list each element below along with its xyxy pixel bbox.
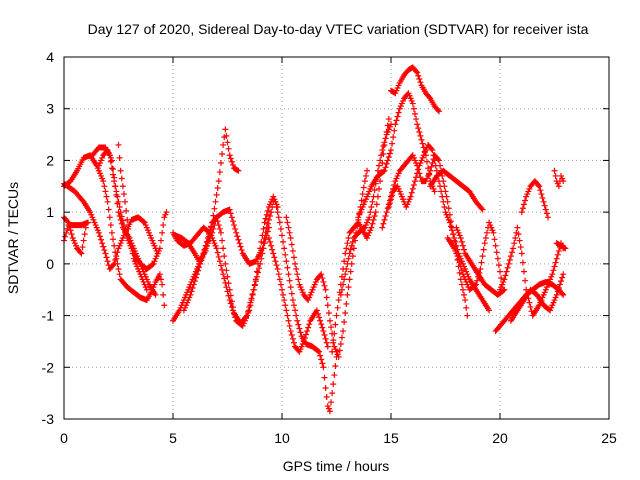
data-series-track xyxy=(115,141,150,293)
data-point-markers xyxy=(379,152,471,319)
data-point-markers xyxy=(180,214,272,327)
data-point-markers xyxy=(329,116,392,355)
data-point-markers xyxy=(553,240,569,252)
data-point-markers xyxy=(518,178,551,221)
data-series-track xyxy=(518,178,551,221)
data-series-track xyxy=(453,224,508,298)
plot-frame xyxy=(63,56,610,420)
data-series-track xyxy=(553,240,569,252)
data-series-track xyxy=(507,271,567,324)
data-series-track xyxy=(337,121,394,298)
data-series-track xyxy=(385,141,493,314)
y-tick-label: 0 xyxy=(46,256,54,272)
y-axis-label: SDTVAR / TECUs xyxy=(5,182,21,294)
data-series xyxy=(61,64,569,415)
data-series-track xyxy=(170,193,281,329)
data-point-markers xyxy=(355,90,438,221)
y-tick-label: -3 xyxy=(42,411,55,427)
y-tick-label: 2 xyxy=(46,152,54,168)
x-tick-label: 25 xyxy=(601,430,617,446)
data-point-markers xyxy=(453,224,508,298)
data-series-track xyxy=(427,167,486,213)
data-point-markers xyxy=(497,224,567,319)
x-tick-label: 15 xyxy=(383,430,399,446)
data-series-track xyxy=(388,64,442,115)
data-point-markers xyxy=(337,121,394,298)
data-series-track xyxy=(551,167,567,190)
x-tick-label: 10 xyxy=(274,430,290,446)
tick-labels: 0 5 10 15 20 25 -3 -2 -1 0 1 2 3 4 xyxy=(42,49,617,446)
y-tick-label: 3 xyxy=(46,101,54,117)
data-series-track xyxy=(379,152,471,319)
data-point-markers xyxy=(272,198,340,415)
y-tick-label: -1 xyxy=(42,308,55,324)
data-series-track xyxy=(265,235,331,355)
data-point-markers xyxy=(283,167,371,360)
x-tick-label: 20 xyxy=(492,430,508,446)
data-series-track xyxy=(61,219,91,244)
axis-ticks xyxy=(63,56,610,420)
x-tick-label: 0 xyxy=(60,430,68,446)
data-series-track xyxy=(497,224,567,319)
grid-lines xyxy=(64,57,609,419)
data-series-track xyxy=(283,167,371,360)
data-point-markers xyxy=(427,167,486,213)
chart-title: Day 127 of 2020, Sidereal Day-to-day VTE… xyxy=(88,21,589,37)
data-point-markers xyxy=(170,193,281,329)
data-point-markers xyxy=(385,141,493,314)
data-series-track xyxy=(272,198,340,415)
y-tick-label: 4 xyxy=(46,49,54,65)
data-series-track xyxy=(329,116,392,355)
data-point-markers xyxy=(115,141,150,293)
x-axis-label: GPS time / hours xyxy=(283,458,390,474)
x-tick-label: 5 xyxy=(169,430,177,446)
data-point-markers xyxy=(388,64,442,115)
y-tick-label: 1 xyxy=(46,204,54,220)
data-series-track xyxy=(355,90,438,221)
data-series-track xyxy=(180,214,272,327)
data-point-markers xyxy=(61,219,91,244)
data-point-markers xyxy=(265,235,331,355)
data-point-markers xyxy=(507,271,567,324)
y-tick-label: -2 xyxy=(42,359,55,375)
data-point-markers xyxy=(551,167,567,190)
